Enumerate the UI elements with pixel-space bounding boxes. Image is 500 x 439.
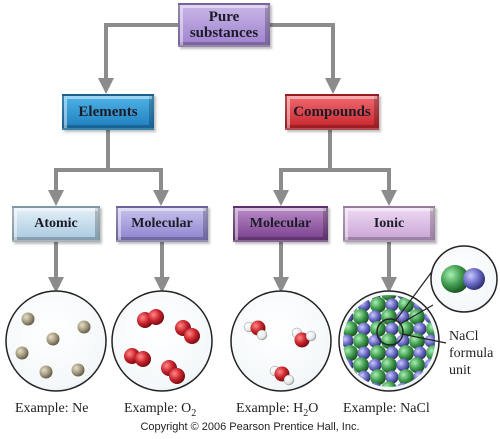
chloride-ion [381, 333, 397, 349]
sodium-ion [330, 298, 343, 311]
oxygen-molecule-icon [124, 309, 200, 384]
arrow-to-compounds [270, 23, 341, 94]
elements-box: Elements [62, 94, 154, 130]
example-water-subscript: 2 [303, 407, 309, 419]
sodium-ion [343, 295, 354, 300]
compounds-molecular-box: Molecular [233, 206, 328, 242]
chloride-ion [370, 369, 386, 386]
example-water-base: H [293, 401, 304, 416]
example-oxygen-subscript: 2 [191, 407, 197, 419]
chloride-ion [353, 333, 369, 349]
sodium-ion [368, 358, 382, 372]
chloride-ion [398, 345, 414, 362]
sodium-ion [424, 334, 435, 348]
chloride-ion [370, 345, 386, 362]
pure-substances-box: Pure substances [178, 3, 270, 47]
example-nacl-prefix: Example: [343, 401, 401, 416]
chloride-ion [343, 320, 358, 337]
sodium-ion [413, 322, 427, 336]
sodium-ion [385, 370, 399, 384]
chloride-ion [370, 296, 386, 313]
chloride-ion [409, 357, 425, 374]
elements-molecular-box: Molecular [116, 206, 208, 242]
arrow-to-elements [98, 23, 178, 94]
chloride-ion [398, 320, 414, 337]
sodium-ion [385, 322, 399, 336]
ionic-box: Ionic [343, 206, 435, 242]
sodium-ion [368, 310, 382, 324]
water-molecule-icon [243, 320, 317, 386]
chloride-ion [381, 308, 397, 325]
arrow-to-elements-molecular [108, 168, 169, 206]
sodium-ion [343, 382, 354, 387]
chloride-ion [325, 285, 341, 301]
example-water: Example: H2O [236, 401, 318, 419]
pure-substances-label: Pure substances [189, 9, 259, 41]
nacl-label-line2: formula [449, 346, 494, 361]
sodium-ion [357, 346, 371, 360]
example-water-suffix: O [308, 401, 319, 416]
nacl-label-pointer [401, 333, 447, 344]
chloride-ion [381, 381, 397, 387]
chloride-ion [437, 381, 453, 397]
example-water-prefix: Example: [236, 401, 294, 416]
sodium-ion [413, 346, 427, 360]
elements-molecular-label: Molecular [131, 216, 193, 231]
chloride-ion [398, 369, 414, 386]
chloride-ion [343, 345, 358, 362]
compounds-label: Compounds [293, 103, 371, 120]
chloride-ion [325, 381, 341, 397]
example-neon: Example: Ne [15, 401, 88, 417]
example-oxygen-base: O [181, 401, 192, 416]
ionic-label: Ionic [373, 216, 405, 231]
arrow-to-ionic [330, 168, 397, 206]
chloride-ion [381, 357, 397, 374]
chloride-ion [437, 309, 453, 325]
zoom-line-a [399, 304, 434, 325]
arrow-to-compounds-molecular [273, 168, 330, 206]
chloride-ion [409, 333, 425, 349]
atomic-box: Atomic [12, 206, 100, 242]
example-neon-prefix: Example: [15, 401, 73, 416]
example-neon-formula: Ne [72, 401, 89, 416]
compounds-box: Compounds [285, 94, 379, 130]
chloride-ion [353, 308, 369, 325]
water-molecules-circle [230, 290, 332, 392]
sodium-ion [330, 371, 343, 384]
example-oxygen: Example: O2 [124, 401, 196, 419]
atomic-label: Atomic [34, 216, 78, 231]
sodium-ion [343, 334, 354, 348]
sodium-ion [424, 382, 435, 387]
sodium-ion [385, 298, 399, 312]
formula-unit-highlight [376, 318, 404, 346]
chloride-ion [409, 308, 425, 325]
oxygen-molecules-circle [111, 290, 213, 392]
chloride-ion [381, 295, 397, 301]
sodium-ion [357, 322, 371, 336]
formula-unit-inset [430, 245, 498, 313]
nacl-label-line3: unit [449, 363, 471, 378]
chloride-ion [353, 357, 369, 374]
chloride-ion-icon [441, 265, 469, 293]
sodium-ion [385, 346, 399, 360]
nacl-label-line1: NaCl [449, 329, 479, 344]
elements-label: Elements [78, 103, 138, 120]
neon-atoms-circle [5, 290, 107, 392]
neon-atom-icon [15, 312, 91, 379]
copyright-notice: Copyright © 2006 Pearson Prentice Hall, … [140, 421, 360, 433]
sodium-ion [396, 334, 410, 348]
compounds-molecular-label: Molecular [249, 216, 312, 231]
example-nacl-formula: NaCl [400, 401, 430, 416]
sodium-ion [396, 358, 410, 372]
example-sodium-chloride: Example: NaCl [343, 401, 430, 417]
arrow-to-atomic [48, 168, 108, 206]
example-oxygen-prefix: Example: [124, 401, 182, 416]
sodium-ion-icon [463, 268, 485, 290]
